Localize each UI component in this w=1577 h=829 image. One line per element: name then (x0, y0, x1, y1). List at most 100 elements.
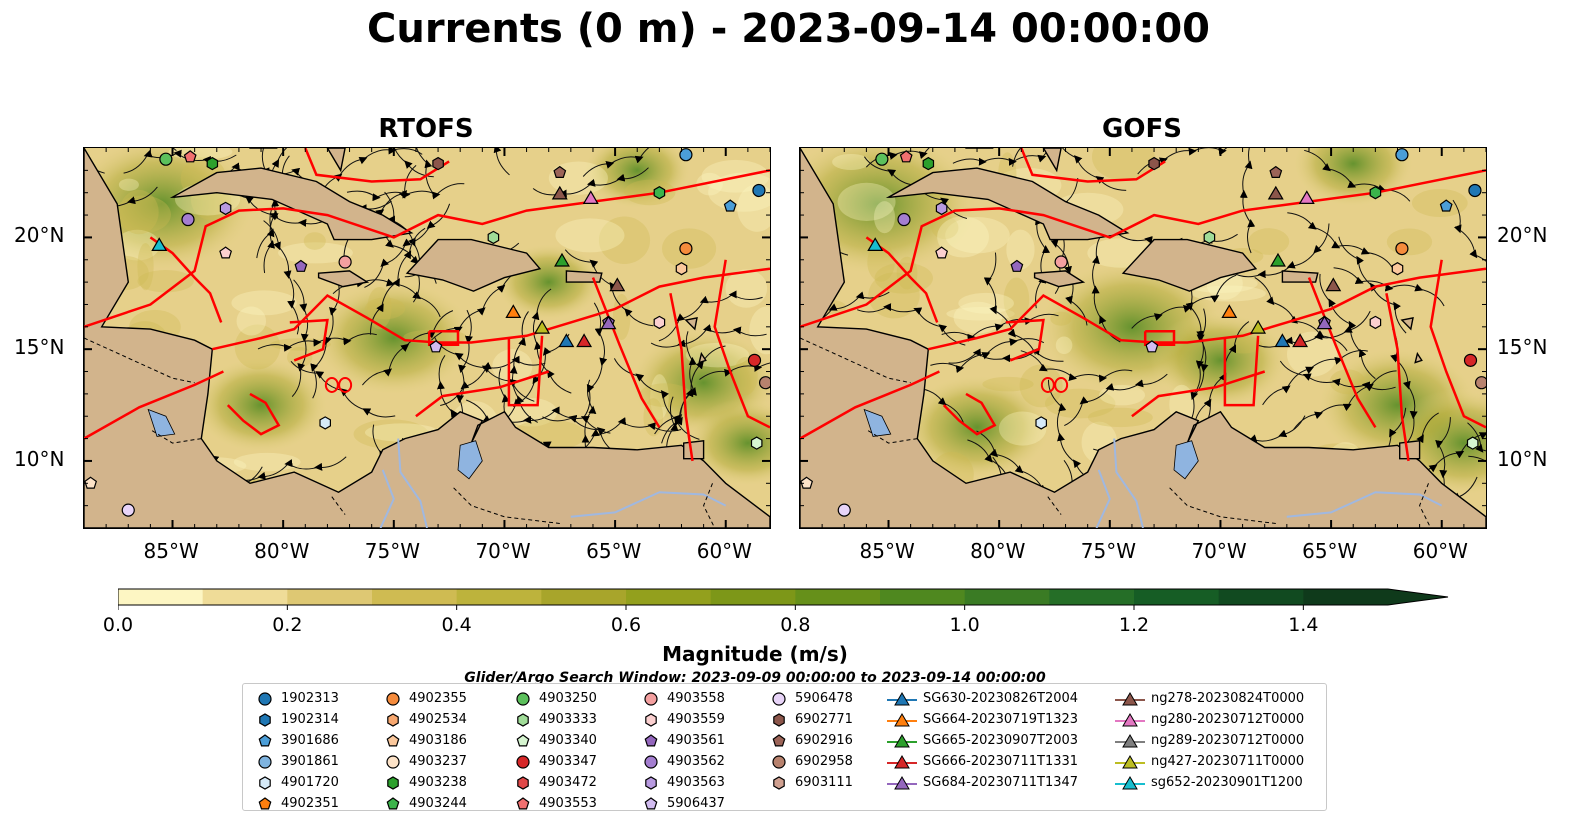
map-canvas (84, 148, 770, 528)
float-legend-icon (258, 796, 272, 809)
legend-marker (258, 733, 272, 746)
argo-float-marker (758, 376, 770, 390)
argo-float-marker (1035, 416, 1047, 430)
legend-marker (645, 775, 657, 790)
eez-boundary (942, 392, 997, 436)
glider-marker (554, 252, 570, 267)
float-legend-icon (258, 733, 272, 746)
legend-column: 4902355 4902534 4903186 4903237 4903238 49032… (383, 688, 467, 814)
eez-boundary (713, 259, 770, 429)
argo-float-marker (653, 315, 666, 330)
glider-marker (1325, 277, 1342, 292)
lon-tick-label: 85°W (859, 539, 915, 563)
legend-marker (516, 796, 530, 809)
colorbar-tick-label: 1.4 (1288, 614, 1319, 636)
legend-label: 1902314 (281, 712, 339, 727)
argo-float-marker (1391, 262, 1404, 276)
legend-marker (645, 712, 657, 727)
argo-float-marker (679, 241, 693, 256)
colorbar-segment (372, 589, 458, 605)
legend-marker (516, 733, 530, 746)
lat-tick-label-left: 15°N (14, 335, 65, 360)
legend-label: 3901686 (281, 733, 339, 748)
legend-label: 4903561 (667, 733, 725, 748)
legend-item: 4903340 (513, 730, 597, 751)
legend-label: 4903553 (539, 796, 597, 811)
land-area (1033, 270, 1086, 288)
legend-marker (772, 754, 786, 769)
argo-float-marker (121, 503, 135, 517)
float-legend-icon (258, 754, 272, 769)
legend-label: ng280-20230712T0000 (1151, 712, 1305, 727)
legend-label: SG664-20230719T1323 (923, 712, 1079, 727)
legend-item: 4903472 (513, 772, 597, 793)
legend-marker (516, 691, 530, 706)
legend-label: 4903250 (539, 691, 597, 706)
colorbar-segment (795, 589, 881, 605)
float-legend-icon (386, 691, 400, 706)
search-window-caption: Glider/Argo Search Window: 2023-09-09 00… (464, 670, 1046, 686)
legend-label: ng278-20230824T0000 (1151, 691, 1305, 706)
legend-marker (387, 712, 399, 727)
glider-marker (1274, 333, 1291, 348)
map-title-rtofs: RTOFS (378, 114, 474, 144)
glider-legend-icon (1115, 691, 1145, 705)
eez-boundary (669, 293, 694, 462)
legend-label: 4903559 (667, 712, 725, 727)
legend-marker (386, 691, 400, 706)
land-area (683, 440, 705, 460)
legend-marker (516, 754, 530, 769)
argo-float-marker (752, 183, 766, 198)
legend-marker (259, 775, 271, 790)
glider-marker (576, 333, 593, 348)
land-area (1121, 238, 1258, 292)
argo-float-marker (206, 156, 219, 171)
glider-legend-icon (887, 691, 917, 705)
legend-item: 4902351 (255, 793, 339, 814)
legend-column: SG630-20230826T2004 SG664-20230719T1323 SG… (887, 688, 1078, 793)
float-legend-icon (516, 691, 530, 706)
legend-item: 4903559 (641, 709, 725, 730)
argo-float-marker (338, 255, 352, 269)
eez-boundary (1005, 318, 1045, 362)
argo-float-marker (1010, 259, 1024, 272)
eez-boundary (1020, 148, 1166, 183)
legend-column: 1902313 1902314 3901686 3901861 4901720 49023… (255, 688, 339, 814)
legend-marker (386, 796, 400, 809)
float-legend-icon (772, 691, 786, 706)
legend-marker (773, 712, 785, 727)
legend-item: ng427-20230711T0000 (1115, 751, 1304, 772)
colorbar-tick-label: 1.2 (1118, 614, 1150, 636)
legend-label: 4903562 (667, 754, 725, 769)
glider-marker (867, 237, 884, 252)
map-panel-gofs[interactable] (799, 147, 1487, 529)
argo-float-marker (429, 340, 443, 353)
map-panel-rtofs[interactable] (83, 147, 771, 529)
legend-item: 4903237 (383, 751, 467, 772)
legend-label: 6902958 (795, 754, 853, 769)
argo-float-marker (1148, 156, 1160, 171)
float-legend-icon (645, 712, 657, 727)
argo-float-marker (675, 262, 688, 276)
legend-marker (644, 733, 658, 746)
argo-float-marker (1369, 186, 1382, 200)
glider-marker (1250, 319, 1267, 334)
legend-label: 5906478 (795, 691, 853, 706)
legend-label: sg652-20230901T1200 (1151, 775, 1303, 790)
float-legend-icon (259, 712, 271, 727)
lon-tick-label: 60°W (1412, 539, 1468, 563)
eez-boundary (800, 370, 940, 440)
float-legend-icon (644, 796, 658, 809)
float-legend-icon (516, 754, 530, 769)
float-legend-icon (772, 733, 786, 746)
argo-float-marker (750, 436, 763, 450)
land-area (698, 351, 707, 364)
lat-tick-label-left: 10°N (14, 446, 65, 471)
legend-item: 6902771 (769, 709, 853, 730)
lon-tick-label: 75°W (364, 539, 421, 563)
legend-item: SG684-20230711T1347 (887, 772, 1078, 793)
lon-tick-label: 65°W (586, 539, 642, 563)
legend-item: 1902313 (255, 688, 339, 709)
legend-label: 1902313 (281, 691, 339, 706)
legend-item: ng289-20230712T0000 (1115, 730, 1304, 751)
